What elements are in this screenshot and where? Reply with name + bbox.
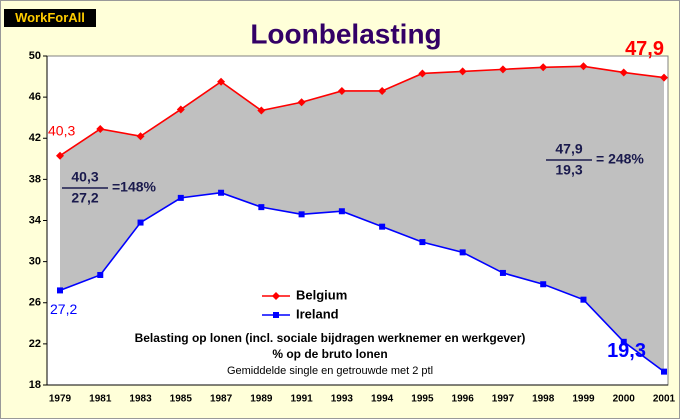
subtitle: Gemiddelde single en getrouwde met 2 ptl (227, 365, 433, 377)
x-tick-label: 1995 (411, 394, 434, 405)
annotation-numerator: 40,3 (71, 169, 98, 185)
x-tick-label: 2000 (613, 394, 636, 405)
point (499, 269, 506, 276)
point (458, 67, 467, 76)
x-tick-label: 1999 (572, 394, 595, 405)
annotation-denominator: 27,2 (71, 190, 98, 206)
chart-title: Loonbelasting (250, 18, 441, 49)
legend-marker (273, 312, 279, 318)
annotation-numerator: 47,9 (555, 141, 582, 157)
point (418, 69, 427, 78)
point (540, 281, 547, 288)
point (620, 338, 627, 345)
annotation-result: = 248% (596, 151, 644, 167)
point (661, 368, 667, 375)
line (59, 65, 665, 157)
point (176, 105, 185, 114)
point (498, 65, 507, 74)
y-tick-label: 46 (29, 91, 41, 103)
x-tick-label: 1987 (210, 394, 233, 405)
x-tick-label: 1983 (129, 394, 152, 405)
point (459, 249, 466, 256)
legend-marker (272, 292, 280, 300)
legend-label: Belgium (296, 287, 347, 302)
y-tick-label: 26 (29, 297, 41, 309)
point (137, 219, 144, 226)
y-tick-label: 50 (29, 50, 41, 62)
data-label: 40,3 (48, 122, 75, 138)
x-tick-label: 1979 (49, 394, 72, 405)
x-tick-label: 1998 (532, 394, 555, 405)
line (59, 191, 665, 373)
legend-label: Ireland (296, 306, 339, 321)
point (580, 296, 587, 303)
point (579, 62, 588, 71)
x-tick-label: 1996 (452, 394, 475, 405)
point (619, 68, 628, 77)
point (298, 211, 305, 218)
subtitle: Belasting op lonen (incl. sociale bijdra… (135, 331, 526, 345)
point (257, 106, 266, 115)
point (177, 194, 184, 201)
y-tick-label: 22 (29, 338, 41, 350)
data-label: 47,9 (625, 38, 664, 60)
point (297, 98, 306, 107)
data-label: 19,3 (607, 340, 646, 362)
point (337, 86, 346, 95)
x-tick-label: 1994 (371, 394, 394, 405)
x-tick-label: 1985 (170, 394, 193, 405)
point (419, 239, 426, 246)
y-tick-label: 38 (29, 173, 41, 185)
x-tick-label: 1997 (492, 394, 515, 405)
point (96, 124, 105, 133)
point (338, 208, 345, 215)
point (539, 63, 548, 72)
point (97, 271, 104, 278)
data-label: 27,2 (50, 301, 77, 317)
point (217, 77, 226, 86)
point (57, 287, 63, 294)
y-tick-label: 34 (29, 214, 42, 226)
point (56, 151, 64, 160)
subtitle: % op de bruto lonen (272, 347, 387, 361)
x-tick-label: 1991 (290, 394, 313, 405)
point (218, 189, 225, 196)
x-tick-label: 1993 (331, 394, 354, 405)
logo: WorkForAll (15, 10, 85, 25)
point (379, 223, 386, 230)
point (378, 86, 387, 95)
y-tick-label: 42 (29, 132, 41, 144)
y-tick-label: 18 (29, 379, 41, 391)
x-tick-label: 1989 (250, 394, 273, 405)
annotation-result: =148% (112, 179, 157, 195)
annotation-denominator: 19,3 (555, 162, 582, 178)
point (258, 204, 265, 211)
point (660, 73, 668, 82)
x-tick-label: 1981 (89, 394, 112, 405)
logo-box (4, 9, 96, 27)
point (136, 132, 145, 141)
y-tick-label: 30 (29, 256, 41, 268)
x-tick-label: 2001 (653, 394, 676, 405)
